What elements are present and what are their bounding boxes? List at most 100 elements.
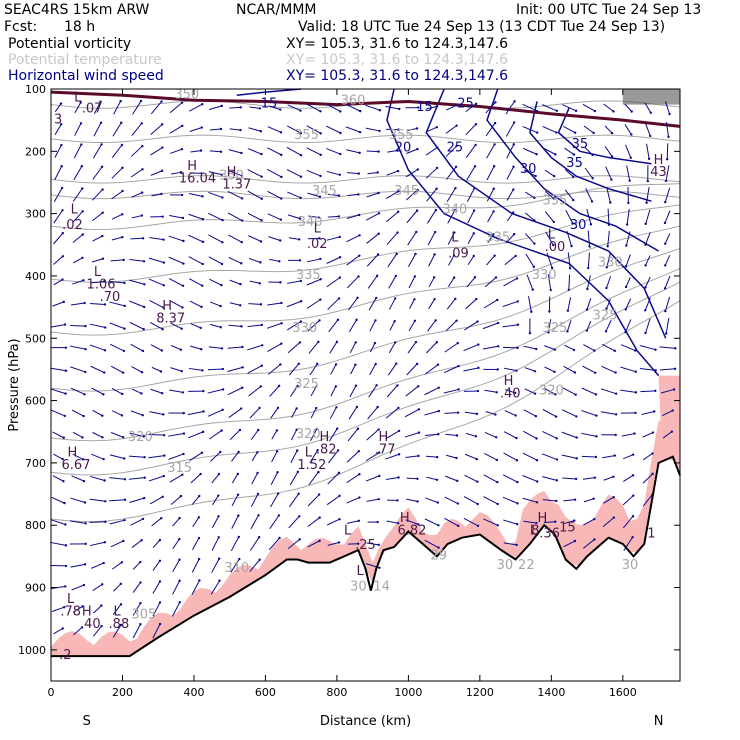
wind-vector <box>210 301 221 307</box>
wind-vector-head <box>197 516 201 519</box>
wind-vector <box>659 346 676 349</box>
wind-vector-head <box>632 494 635 497</box>
wind-vector <box>50 541 67 546</box>
wind-vector-head <box>413 275 417 278</box>
wind-vector-head <box>221 241 224 244</box>
wind-vector <box>584 147 593 156</box>
wind-vector-head <box>178 601 181 604</box>
wind-vector-head <box>417 106 420 109</box>
wind-vector <box>71 409 84 417</box>
wind-vector-head <box>416 188 419 192</box>
wind-vector-head <box>317 340 320 344</box>
wind-vector-head <box>377 191 380 195</box>
pv-extremum-label: 1.06 <box>87 277 116 292</box>
wind-vector-head <box>315 427 319 431</box>
wind-vector-head <box>337 471 341 475</box>
wind-vector-head <box>236 493 240 496</box>
wind-vector <box>582 365 596 374</box>
wind-vector-head <box>570 244 573 248</box>
wind-vector <box>583 498 594 503</box>
wind-vector <box>91 562 104 569</box>
wind-vector-head <box>593 349 596 352</box>
field-pv-xy: XY= 105.3, 31.6 to 124.3,147.6 <box>286 36 509 52</box>
wind-vector-head <box>217 557 221 560</box>
wind-vector-head <box>378 451 381 454</box>
wind-vector-head <box>515 277 519 280</box>
wind-vector-head <box>377 428 380 431</box>
wind-vector-head <box>240 240 243 244</box>
wind-vector <box>308 341 319 354</box>
wind-vector-head <box>81 605 84 608</box>
wind-vector-head <box>334 385 338 388</box>
wind-vector-head <box>219 127 223 131</box>
wind-vector-head <box>624 330 627 334</box>
wind-vector <box>191 558 200 573</box>
wind-vector <box>308 215 320 218</box>
theta-contour-label: 335 <box>485 231 510 246</box>
wind-vector-head <box>604 330 608 333</box>
wind-vector-head <box>240 197 244 200</box>
wind-vector-head <box>80 626 84 629</box>
wind-vector <box>445 433 458 437</box>
wind-vector <box>587 230 591 247</box>
wind-vector-head <box>515 543 518 547</box>
wind-vector-head <box>100 165 104 168</box>
wind-vector-head <box>435 126 439 129</box>
wind-vector <box>207 409 223 417</box>
wind-vector-head <box>397 429 401 433</box>
wind-vector-head <box>671 409 674 412</box>
x-tick-label: 1600 <box>609 686 637 699</box>
wind-contour-label: 25 <box>457 97 474 112</box>
wind-vector <box>168 433 185 437</box>
wind-vector <box>89 323 106 329</box>
wind-vector <box>523 520 537 524</box>
wind-vector <box>271 430 278 440</box>
pv-extremum-label: .77 <box>375 443 396 458</box>
wind-vector <box>267 302 282 306</box>
wind-vector-head <box>237 535 240 539</box>
wind-vector <box>148 475 164 482</box>
wind-vector-head <box>276 406 280 410</box>
wind-vector <box>486 166 495 181</box>
wind-vector <box>487 211 495 223</box>
wind-vector <box>386 211 399 223</box>
wind-vector <box>149 411 164 415</box>
wind-vector-head <box>513 232 516 236</box>
wind-vector <box>53 187 63 203</box>
wind-vector <box>506 144 515 159</box>
wind-vector <box>69 520 86 524</box>
wind-vector <box>604 145 613 157</box>
wind-vector-head <box>417 454 420 458</box>
x-tick-label: 0 <box>48 686 55 699</box>
wind-vector-head <box>336 318 340 322</box>
wind-vector <box>209 278 222 286</box>
wind-vector <box>466 276 476 288</box>
wind-vector <box>129 497 145 503</box>
wind-vector-head <box>299 196 302 200</box>
wind-vector <box>624 103 633 112</box>
wind-vector <box>581 432 597 437</box>
wind-vector <box>111 144 123 158</box>
wind-vector <box>286 169 302 178</box>
wind-vector-head <box>338 276 342 279</box>
wind-vector <box>53 255 64 265</box>
wind-vector-head <box>81 458 85 461</box>
wind-vector <box>189 452 203 462</box>
wind-vector <box>542 104 558 112</box>
wind-vector-head <box>123 518 126 522</box>
wind-vector <box>445 125 457 134</box>
wind-vector-head <box>457 364 460 368</box>
wind-vector <box>306 125 321 134</box>
theta-contour-label: 30 <box>497 558 514 573</box>
wind-vector <box>664 233 671 244</box>
wind-vector <box>307 494 320 507</box>
wind-vector-head <box>178 579 181 582</box>
wind-vector-head <box>615 413 618 416</box>
wind-vector-head <box>80 165 84 168</box>
wind-vector-head <box>535 347 538 351</box>
wind-vector <box>448 255 455 266</box>
wind-vector-head <box>161 495 164 499</box>
wind-vector-head <box>276 471 279 474</box>
wind-vector-head <box>414 340 418 344</box>
wind-vector <box>425 147 438 156</box>
